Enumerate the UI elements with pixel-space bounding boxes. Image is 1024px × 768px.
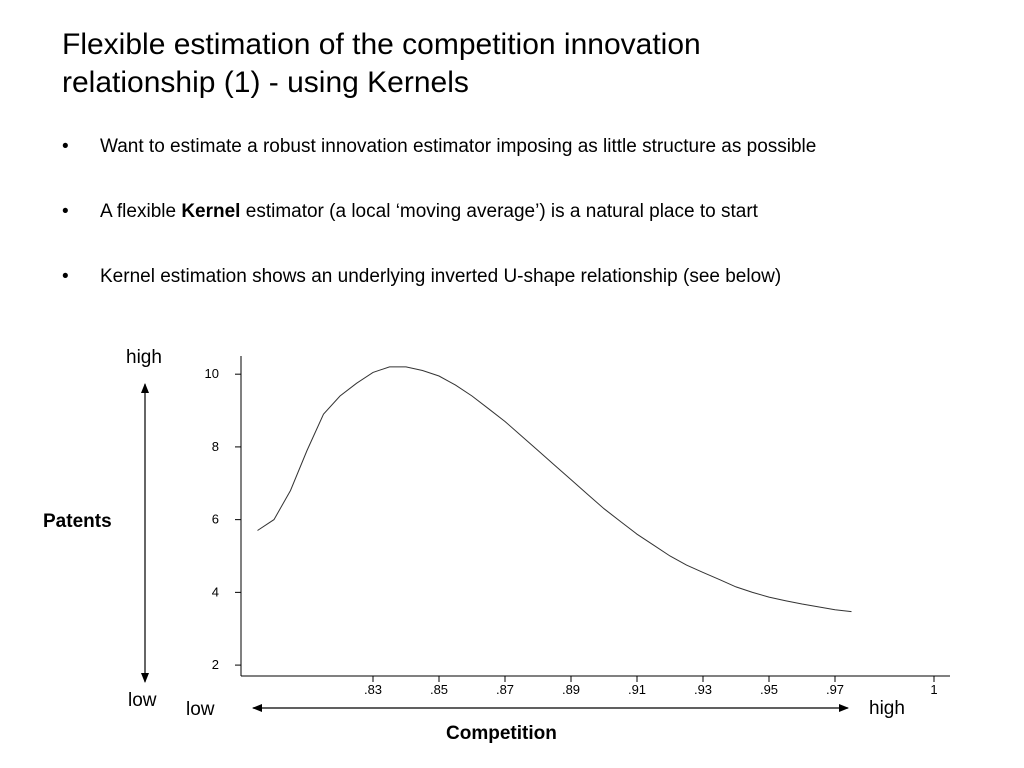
x-high-label: high [869, 698, 905, 719]
y-tick-label: 4 [212, 584, 219, 599]
y-axis-title: Patents [43, 511, 112, 532]
bullet-text-bold: Kernel [181, 201, 241, 222]
slide-title-line-2: relationship (1) - using Kernels [62, 66, 469, 99]
y-axis-ticks: 2 4 6 8 10 [205, 366, 241, 672]
slide-title-line-1: Flexible estimation of the competition i… [62, 28, 701, 61]
y-tick-label: 8 [212, 439, 219, 454]
bullet-glyph: • [62, 136, 69, 157]
bullet-text-pre: A flexible [100, 201, 182, 222]
kernel-curve [257, 366, 852, 613]
y-low-label: low [128, 690, 157, 711]
x-tick-label: .87 [496, 682, 514, 697]
x-tick-label: 1 [930, 682, 937, 697]
y-tick-label: 10 [205, 366, 219, 381]
bullet-item-2: • A flexible Kernel estimator (a local ‘… [62, 199, 1002, 225]
x-tick-label: .89 [562, 682, 580, 697]
x-low-label: low [186, 699, 215, 720]
bullet-glyph: • [62, 266, 69, 287]
bullet-glyph: • [62, 201, 69, 222]
bullet-item-3: • Kernel estimation shows an underlying … [62, 264, 1002, 290]
bullet-list: • Want to estimate a robust innovation e… [62, 134, 1002, 329]
y-tick-label: 6 [212, 512, 219, 527]
x-tick-label: .93 [694, 682, 712, 697]
x-axis-ticks: .83 .85 .87 .89 .91 .93 .95 .97 1 [364, 676, 938, 697]
x-tick-label: .91 [628, 682, 646, 697]
x-tick-label: .83 [364, 682, 382, 697]
x-tick-label: .97 [826, 682, 844, 697]
y-high-label: high [126, 347, 162, 368]
bullet-text: Kernel estimation shows an underlying in… [100, 266, 782, 287]
bullet-item-1: • Want to estimate a robust innovation e… [62, 134, 1002, 160]
bullet-text: Want to estimate a robust innovation est… [100, 136, 817, 157]
x-tick-label: .95 [760, 682, 778, 697]
y-tick-label: 2 [212, 657, 219, 672]
x-tick-label: .85 [430, 682, 448, 697]
bullet-text-post: estimator (a local ‘moving average’) is … [240, 201, 758, 222]
x-axis-title: Competition [446, 723, 557, 744]
slide-title: Flexible estimation of the competition i… [62, 26, 962, 102]
